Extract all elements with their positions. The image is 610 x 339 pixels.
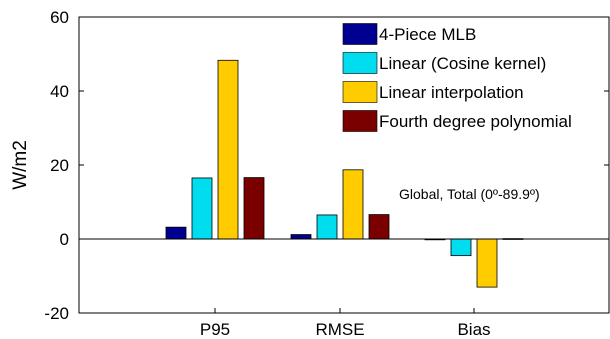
bar-rmse-series-0	[290, 234, 312, 240]
legend-swatch	[342, 52, 378, 74]
bar-bias-series-1	[450, 238, 472, 257]
chart-annotation: Global, Total (0º-89.9º)	[399, 186, 540, 202]
legend-label: 4-Piece MLB	[379, 25, 476, 44]
legend: 4-Piece MLB Linear (Cosine kernel) Linear …	[342, 23, 572, 132]
y-tick-label: -20	[44, 304, 69, 323]
bar-rmse-series-1	[316, 214, 338, 240]
y-tick-label: 20	[50, 156, 69, 175]
y-axis-ticks: -20 0 20 40 60	[44, 8, 609, 323]
bar-rmse-series-3	[368, 214, 390, 240]
legend-swatch	[342, 110, 378, 132]
y-tick-label: 60	[50, 8, 69, 27]
legend-swatch	[342, 81, 378, 103]
legend-swatch	[342, 23, 378, 45]
bar-p95-series-3	[243, 177, 265, 240]
legend-label: Linear (Cosine kernel)	[379, 54, 546, 73]
bar-bias-series-2	[476, 238, 498, 288]
bar-rmse-series-2	[342, 169, 364, 240]
y-axis-label: W/m2	[10, 140, 31, 190]
x-tick-label: Bias	[457, 320, 490, 339]
legend-label: Linear interpolation	[379, 83, 524, 102]
y-tick-label: 0	[60, 230, 69, 249]
bar-p95-series-1	[191, 177, 213, 240]
y-tick-label: 40	[50, 82, 69, 101]
x-axis-ticks: P95 RMSE Bias	[200, 308, 491, 339]
legend-label: Fourth degree polynomial	[379, 112, 572, 131]
x-tick-label: P95	[200, 320, 230, 339]
bar-p95-series-2	[217, 59, 239, 240]
bar-p95-series-0	[165, 226, 187, 240]
x-tick-label: RMSE	[315, 320, 364, 339]
bars-group	[165, 59, 524, 288]
